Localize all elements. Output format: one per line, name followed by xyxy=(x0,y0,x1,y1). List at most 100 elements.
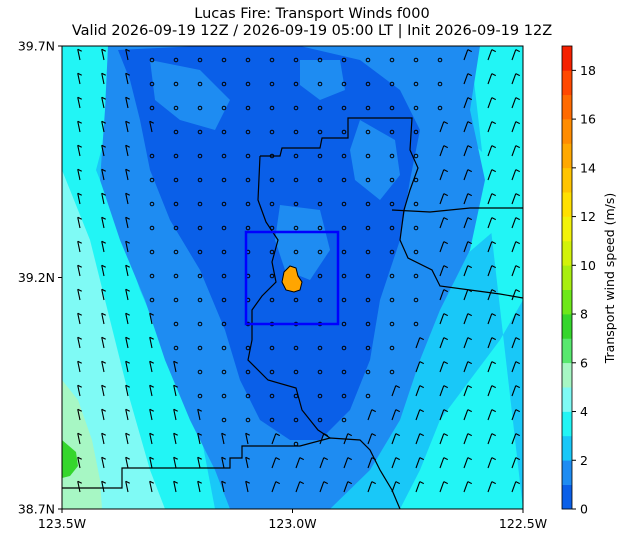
calm-wind-symbol xyxy=(365,201,371,207)
wind-barb xyxy=(463,337,473,349)
wind-barb xyxy=(463,49,473,61)
wind-barb xyxy=(125,288,130,301)
calm-wind-symbol xyxy=(173,129,179,135)
calm-wind-symbol xyxy=(413,297,419,303)
colorbar-level xyxy=(562,460,572,485)
wind-barb xyxy=(463,313,473,325)
wind-barb xyxy=(487,121,497,133)
field-region-7-8-southwest xyxy=(62,440,78,478)
wind-barb xyxy=(149,480,154,493)
calm-wind-symbol xyxy=(197,297,203,303)
wind-barb xyxy=(125,480,130,493)
calm-wind-symbol xyxy=(221,417,227,423)
wind-barb xyxy=(487,385,497,397)
wind-barb xyxy=(463,409,473,421)
calm-wind-symbol xyxy=(149,105,155,111)
calm-wind-symbol xyxy=(293,417,299,423)
calm-wind-symbol xyxy=(293,81,299,87)
wind-barb xyxy=(77,264,82,277)
calm-wind-symbol xyxy=(389,201,395,207)
wind-barb xyxy=(173,408,178,421)
wind-barb xyxy=(125,216,130,229)
wind-barb xyxy=(391,481,401,493)
wind-barb xyxy=(439,169,449,181)
wind-barb xyxy=(511,97,521,109)
calm-wind-symbol xyxy=(173,177,179,183)
calm-wind-symbol xyxy=(365,249,371,255)
calm-wind-symbol xyxy=(413,81,419,87)
wind-barb xyxy=(487,337,497,349)
wind-barb xyxy=(367,481,377,493)
colorbar-tick-label: 16 xyxy=(580,112,596,127)
calm-wind-symbol xyxy=(389,153,395,159)
calm-wind-symbol xyxy=(341,297,347,303)
calm-wind-symbol xyxy=(245,105,251,111)
wind-barb xyxy=(77,336,82,349)
wind-barb xyxy=(487,145,497,157)
calm-wind-symbol xyxy=(197,393,203,399)
field-region-3-4-east xyxy=(400,46,523,509)
calm-wind-symbol xyxy=(197,129,203,135)
calm-wind-symbol xyxy=(197,345,203,351)
calm-wind-symbol xyxy=(197,249,203,255)
wind-barb xyxy=(511,385,521,397)
wind-barb xyxy=(149,456,154,469)
wind-barb xyxy=(173,480,178,493)
calm-wind-symbol xyxy=(245,57,251,63)
calm-wind-symbol xyxy=(173,105,179,111)
wind-barb xyxy=(463,457,473,469)
wind-barb xyxy=(487,409,497,421)
wind-barb xyxy=(77,360,82,373)
wind-barb xyxy=(197,456,202,469)
wind-barb xyxy=(125,120,130,133)
wind-barb xyxy=(463,241,473,253)
calm-wind-symbol xyxy=(413,129,419,135)
calm-wind-symbol xyxy=(269,369,275,375)
wind-barb xyxy=(415,409,425,421)
calm-wind-symbol xyxy=(269,105,275,111)
colorbar-level xyxy=(562,484,572,510)
wind-barb xyxy=(487,97,497,109)
wind-barb xyxy=(77,216,82,229)
wind-barb xyxy=(439,145,449,157)
calm-wind-symbol xyxy=(269,273,275,279)
calm-wind-symbol xyxy=(317,57,323,63)
wind-barb xyxy=(101,48,106,61)
calm-wind-symbol xyxy=(389,81,395,87)
colorbar-level xyxy=(562,411,572,437)
wind-barb xyxy=(295,481,305,493)
calm-wind-symbol xyxy=(341,321,347,327)
calm-wind-symbol xyxy=(173,201,179,207)
wind-barb xyxy=(125,240,130,253)
wind-barb xyxy=(511,433,521,445)
wind-barb xyxy=(439,241,449,253)
wind-barb xyxy=(343,457,353,469)
calm-wind-symbol xyxy=(317,417,323,423)
wind-barb xyxy=(77,48,82,61)
wind-barb xyxy=(149,408,154,421)
calm-wind-symbol xyxy=(317,249,323,255)
colorbar-frame xyxy=(561,45,573,510)
x-tick-label: 123.0W xyxy=(268,516,316,531)
calm-wind-symbol xyxy=(389,321,395,327)
calm-wind-symbol xyxy=(173,57,179,63)
calm-wind-symbol xyxy=(245,417,251,423)
colorbar-tick-label: 6 xyxy=(580,355,588,370)
wind-barb xyxy=(77,312,82,325)
wind-barb xyxy=(511,361,521,373)
calm-wind-symbol xyxy=(365,345,371,351)
wind-barb xyxy=(511,217,521,229)
calm-wind-symbol xyxy=(269,393,275,399)
calm-wind-symbol xyxy=(197,57,203,63)
calm-wind-symbol xyxy=(221,297,227,303)
wind-barb xyxy=(439,385,449,397)
wind-barb xyxy=(439,289,449,301)
wind-barb xyxy=(101,240,106,253)
calm-wind-symbol xyxy=(197,369,203,375)
wind-barb xyxy=(149,384,154,397)
calm-wind-symbol xyxy=(245,201,251,207)
calm-wind-symbol xyxy=(293,297,299,303)
wind-barb xyxy=(415,337,425,349)
calm-wind-symbol xyxy=(293,441,299,447)
wind-barb xyxy=(463,169,473,181)
